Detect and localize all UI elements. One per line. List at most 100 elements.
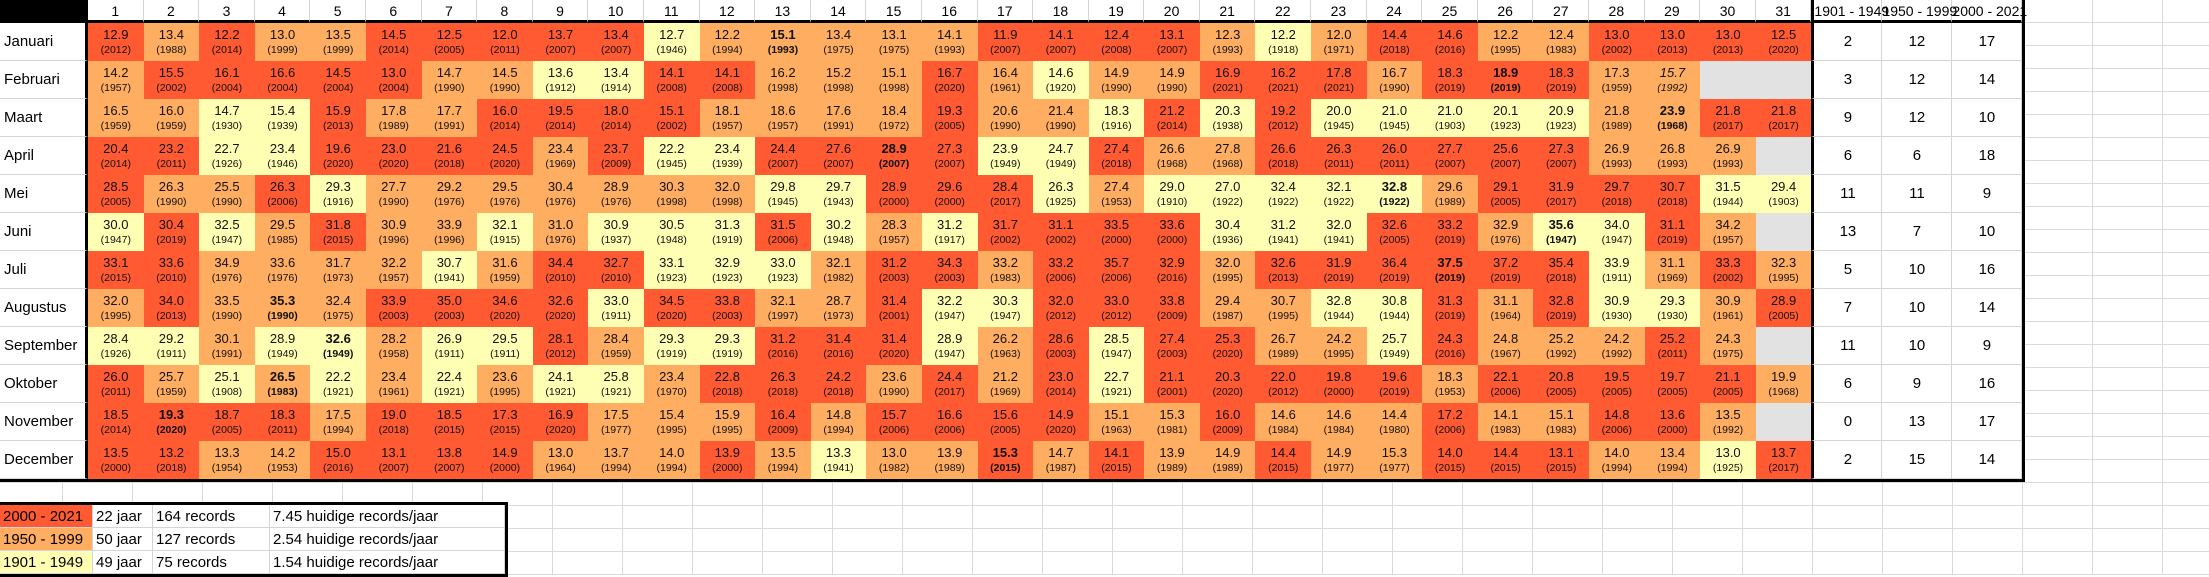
record-cell: 31.1 (2002) xyxy=(1033,213,1089,251)
record-year: (2010) xyxy=(545,272,576,284)
record-year: (2020) xyxy=(878,348,910,360)
record-temperature: 31.1 xyxy=(1492,293,1519,308)
record-year: (1918) xyxy=(1268,44,1299,56)
record-temperature: 22.4 xyxy=(436,369,463,384)
record-year: (2017) xyxy=(1768,120,1799,132)
record-cell: 28.9 (1947) xyxy=(921,327,978,365)
period-count: 14 xyxy=(1952,441,2023,479)
record-temperature: 24.3 xyxy=(1437,331,1463,346)
period-count: 16 xyxy=(1952,365,2023,403)
record-temperature: 12.5 xyxy=(436,27,463,42)
record-temperature: 28.2 xyxy=(381,331,407,346)
record-temperature: 29.3 xyxy=(325,179,351,194)
record-temperature: 12.4 xyxy=(1103,27,1130,42)
record-temperature: 28.5 xyxy=(103,179,129,194)
record-cell: 31.3 (1919) xyxy=(699,213,756,251)
record-cell: 27.4 (2003) xyxy=(1144,327,1200,365)
record-cell: 25.7 (1959) xyxy=(143,365,200,403)
record-year: (2021) xyxy=(1268,82,1299,94)
record-cell: 14.1 (2008) xyxy=(643,61,700,99)
record-temperature: 15.0 xyxy=(325,445,351,460)
record-cell: 13.1 (2007) xyxy=(1144,23,1200,61)
record-temperature: 16.6 xyxy=(937,407,963,422)
record-cell: 27.7 (2007) xyxy=(1422,137,1478,175)
record-year: (2014) xyxy=(211,44,243,56)
record-year: (1903) xyxy=(1434,120,1466,132)
record-year: (1964) xyxy=(545,462,576,474)
record-temperature: 32.7 xyxy=(603,255,629,270)
record-cell: 29.7 (2018) xyxy=(1589,175,1645,213)
record-cell: 30.9 (1937) xyxy=(588,213,644,251)
record-cell: 35.4 (2018) xyxy=(1533,251,1590,289)
record-cell: 26.7 (1989) xyxy=(1255,327,1312,365)
record-year: (1945) xyxy=(767,196,799,208)
record-year: (1923) xyxy=(1546,120,1577,132)
record-cell: 12.7 (1946) xyxy=(643,23,700,61)
record-temperature: 14.1 xyxy=(1048,27,1074,42)
record-temperature: 23.4 xyxy=(381,369,407,384)
record-temperature: 31.1 xyxy=(1659,255,1686,270)
record-cell: 13.8 (2007) xyxy=(421,441,478,479)
record-temperature: 30.7 xyxy=(1659,179,1686,194)
record-year: (2006) xyxy=(267,196,298,208)
record-year: (2015) xyxy=(322,234,354,246)
record-cell: 24.4 (2007) xyxy=(755,137,811,175)
record-year: (1981) xyxy=(1156,424,1188,436)
record-temperature: 30.1 xyxy=(214,331,240,346)
record-year: (2000) xyxy=(878,196,910,208)
period-count: 11 xyxy=(1811,175,1883,213)
day-header: 14 xyxy=(810,0,867,23)
record-cell: 30.1 (1991) xyxy=(199,327,255,365)
record-temperature: 31.6 xyxy=(492,255,518,270)
record-temperature: 22.1 xyxy=(1492,369,1519,384)
record-temperature: 13.8 xyxy=(436,445,463,460)
record-cell: 18.0 (2014) xyxy=(588,99,644,137)
record-temperature: 25.2 xyxy=(1659,331,1686,346)
record-temperature: 12.2 xyxy=(214,27,240,42)
day-header: 31 xyxy=(1755,0,1812,23)
record-temperature: 29.2 xyxy=(158,331,185,346)
record-temperature: 32.9 xyxy=(714,255,740,270)
record-temperature: 21.8 xyxy=(1715,103,1741,118)
record-temperature: 24.2 xyxy=(1604,331,1630,346)
record-temperature: 21.1 xyxy=(1159,369,1185,384)
record-cell: 13.6 (2000) xyxy=(1644,403,1701,441)
period-header: 2000 - 2021 xyxy=(1952,0,2027,23)
record-temperature: 32.4 xyxy=(1270,179,1296,194)
record-year: (2004) xyxy=(211,82,243,94)
record-temperature: 32.6 xyxy=(1381,217,1408,232)
record-cell: 24.8 (1967) xyxy=(1477,327,1534,365)
record-year: (1925) xyxy=(1045,196,1077,208)
record-year: (1976) xyxy=(1490,234,1521,246)
record-temperature: 12.0 xyxy=(492,27,518,42)
record-temperature: 16.1 xyxy=(214,65,240,80)
record-year: (2018) xyxy=(1268,158,1299,170)
record-year: (1947) xyxy=(1101,348,1132,360)
record-year: (2020) xyxy=(1212,386,1243,398)
record-temperature: 32.1 xyxy=(492,217,518,232)
record-cell: 24.3 (1975) xyxy=(1700,327,1756,365)
record-temperature: 13.4 xyxy=(1659,445,1686,460)
record-temperature: 17.7 xyxy=(436,103,463,118)
record-year: (2019) xyxy=(1546,310,1577,322)
day-header: 11 xyxy=(643,0,700,23)
day-header: 26 xyxy=(1477,0,1534,23)
day-header: 24 xyxy=(1366,0,1423,23)
record-temperature: 24.8 xyxy=(1492,331,1519,346)
record-temperature: 13.0 xyxy=(1715,445,1741,460)
record-cell: 25.3 (2020) xyxy=(1199,327,1256,365)
record-temperature: 32.8 xyxy=(1381,179,1408,194)
record-temperature: 33.0 xyxy=(1103,293,1130,308)
record-cell: 13.4 (1988) xyxy=(143,23,200,61)
record-year: (2006) xyxy=(934,424,965,436)
record-year: (1995) xyxy=(1212,272,1243,284)
record-temperature: 22.2 xyxy=(325,369,351,384)
record-year: (2016) xyxy=(1156,272,1188,284)
record-temperature: 27.8 xyxy=(1215,141,1241,156)
record-cell: 20.6 (1990) xyxy=(977,99,1034,137)
record-temperature: 18.5 xyxy=(436,407,463,422)
record-cell: 32.6 (2005) xyxy=(1366,213,1423,251)
record-cell: 32.0 (1995) xyxy=(88,289,144,327)
day-header: 16 xyxy=(921,0,978,23)
record-temperature: 14.7 xyxy=(436,65,463,80)
